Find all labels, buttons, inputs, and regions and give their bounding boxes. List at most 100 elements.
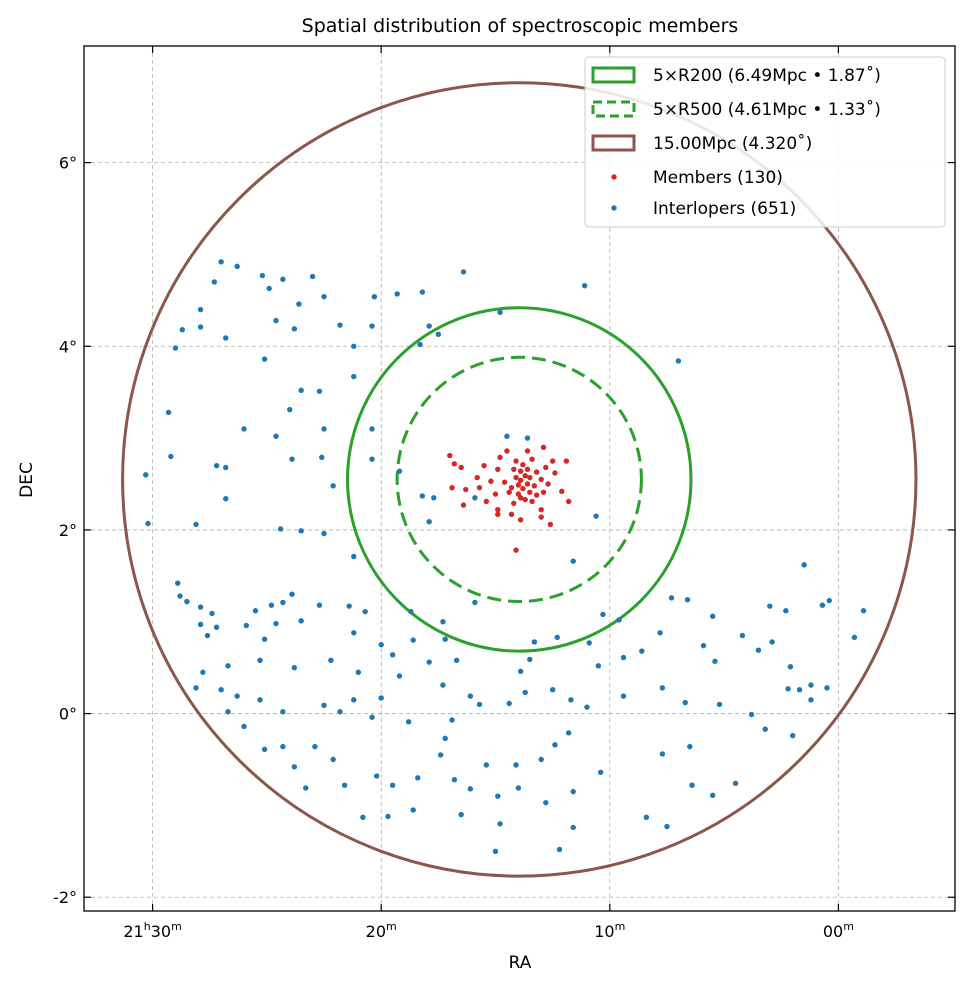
interloper-point bbox=[351, 373, 357, 380]
interloper-point bbox=[419, 289, 426, 295]
x-tick-superscript: h bbox=[144, 920, 151, 933]
interloper-point bbox=[657, 630, 663, 636]
interloper-point bbox=[394, 291, 400, 297]
member-point bbox=[447, 452, 453, 459]
interloper-point bbox=[369, 714, 375, 720]
member-point bbox=[520, 485, 526, 492]
interloper-point bbox=[273, 433, 279, 439]
interloper-point bbox=[689, 782, 695, 788]
interloper-point bbox=[312, 743, 318, 750]
legend-label: Members (130) bbox=[653, 168, 783, 188]
interloper-point bbox=[467, 693, 474, 699]
member-point bbox=[540, 444, 547, 450]
interloper-point bbox=[143, 472, 149, 478]
interloper-point bbox=[337, 709, 343, 715]
interloper-point bbox=[787, 664, 794, 670]
interloper-point bbox=[709, 613, 716, 619]
interloper-point bbox=[716, 701, 723, 708]
member-point bbox=[481, 462, 487, 469]
interloper-point bbox=[321, 426, 327, 432]
member-point bbox=[524, 466, 531, 473]
interloper-point bbox=[316, 602, 323, 608]
member-point bbox=[460, 502, 467, 508]
legend-marker bbox=[611, 174, 617, 180]
interloper-point bbox=[497, 821, 503, 827]
interloper-point bbox=[552, 742, 558, 748]
interloper-point bbox=[261, 746, 268, 753]
interloper-point bbox=[819, 602, 826, 608]
interloper-point bbox=[453, 657, 460, 664]
interloper-point bbox=[179, 327, 186, 333]
interloper-point bbox=[442, 735, 448, 742]
interloper-point bbox=[570, 824, 576, 831]
interloper-point bbox=[513, 762, 519, 768]
interloper-point bbox=[620, 693, 627, 699]
y-tick-label: 6° bbox=[59, 154, 77, 173]
interloper-point bbox=[316, 388, 323, 394]
member-point bbox=[495, 511, 501, 518]
interloper-point bbox=[682, 699, 688, 706]
member-point bbox=[511, 466, 517, 473]
member-point bbox=[549, 458, 556, 464]
member-point bbox=[533, 492, 540, 498]
interloper-point bbox=[280, 743, 286, 750]
interloper-point bbox=[371, 293, 378, 300]
x-tick-label: 21h30m bbox=[123, 920, 181, 941]
interloper-point bbox=[298, 528, 304, 534]
member-point bbox=[474, 474, 480, 481]
x-tick-superscript: m bbox=[171, 920, 182, 933]
y-tick-label: 0° bbox=[59, 705, 77, 724]
interloper-point bbox=[389, 652, 396, 658]
interloper-point bbox=[287, 406, 293, 413]
interloper-point bbox=[524, 435, 531, 441]
interloper-point bbox=[684, 597, 691, 603]
interloper-point bbox=[355, 669, 362, 675]
interloper-point bbox=[659, 751, 666, 757]
interloper-point bbox=[435, 331, 442, 338]
interloper-point bbox=[570, 558, 576, 564]
interloper-point bbox=[467, 786, 474, 792]
interloper-point bbox=[197, 324, 204, 330]
interloper-point bbox=[200, 669, 206, 675]
interloper-point bbox=[177, 593, 183, 599]
legend-swatch-1 bbox=[591, 66, 636, 84]
interloper-point bbox=[193, 521, 199, 528]
interloper-point bbox=[291, 326, 298, 332]
interloper-point bbox=[234, 263, 240, 270]
interloper-point bbox=[389, 782, 396, 788]
interloper-point bbox=[213, 624, 220, 630]
interloper-point bbox=[280, 276, 286, 282]
x-tick-text: 30 bbox=[151, 922, 171, 941]
interloper-point bbox=[360, 814, 366, 821]
interloper-point bbox=[785, 686, 791, 692]
x-tick-text: 21 bbox=[123, 922, 143, 941]
interloper-point bbox=[748, 711, 755, 718]
interloper-point bbox=[506, 700, 512, 707]
interloper-point bbox=[268, 602, 275, 608]
member-point bbox=[458, 464, 464, 471]
interloper-point bbox=[193, 685, 199, 691]
interloper-point bbox=[261, 636, 268, 642]
interloper-point bbox=[223, 496, 229, 502]
interloper-point bbox=[801, 562, 807, 568]
member-point bbox=[563, 458, 570, 464]
interloper-point bbox=[303, 785, 309, 791]
x-tick-superscript: m bbox=[615, 920, 626, 933]
interloper-point bbox=[209, 610, 215, 617]
x-tick-text: 20 bbox=[366, 922, 386, 941]
interloper-point bbox=[417, 341, 423, 348]
member-point bbox=[522, 496, 528, 503]
member-point bbox=[529, 498, 535, 505]
interloper-point bbox=[458, 811, 464, 818]
interloper-point bbox=[826, 597, 832, 604]
interloper-point bbox=[369, 456, 375, 462]
x-tick-superscript: m bbox=[843, 920, 854, 933]
interloper-point bbox=[767, 603, 773, 609]
interloper-point bbox=[243, 622, 250, 629]
member-point bbox=[527, 474, 533, 481]
x-axis-label: RA bbox=[509, 953, 532, 973]
member-point bbox=[449, 484, 455, 491]
member-point bbox=[506, 489, 512, 495]
member-point bbox=[483, 498, 490, 505]
